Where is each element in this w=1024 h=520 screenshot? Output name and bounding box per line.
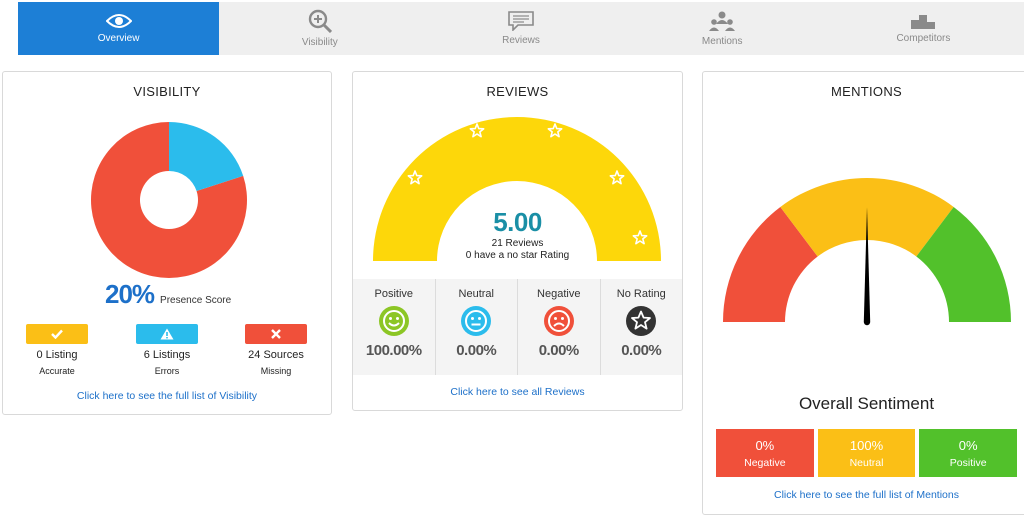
sentiment-gauge — [723, 178, 1011, 326]
accurate-badge — [26, 324, 88, 344]
review-col-positive: Positive 100.00% — [353, 279, 436, 375]
star-icon — [609, 170, 625, 185]
tab-competitors[interactable]: Competitors — [823, 2, 1024, 55]
neutral-face-icon — [461, 306, 492, 336]
presence-score: 20% Presence Score — [105, 279, 231, 310]
stat-count: 24 Sources — [248, 349, 304, 361]
podium-icon — [911, 15, 936, 29]
review-col-percent: 0.00% — [456, 342, 497, 359]
donut-missing-segment — [91, 122, 247, 278]
magnifier-plus-icon — [308, 9, 332, 33]
star-icon — [547, 123, 563, 138]
presence-score-label: Presence Score — [160, 295, 232, 306]
stat-errors: 6 Listings Errors — [127, 324, 207, 376]
review-col-label: Negative — [537, 288, 581, 300]
sentiment-label: Neutral — [849, 456, 884, 469]
review-col-label: Neutral — [458, 288, 494, 300]
stat-accurate: 0 Listing Accurate — [17, 324, 97, 376]
mentions-full-list-link[interactable]: Click here to see the full list of Menti… — [773, 489, 959, 501]
sentiment-neutral: 100% Neutral — [817, 429, 916, 477]
sentiment-label: Positive — [949, 456, 987, 469]
tab-mentions[interactable]: Mentions — [622, 2, 823, 55]
review-col-neutral: Neutral 0.00% — [436, 279, 518, 375]
star-circle-icon — [626, 306, 657, 336]
gauge-positive-segment — [916, 206, 1011, 322]
review-col-no-rating: No Rating 0.00% — [601, 279, 683, 375]
gauge-negative-segment — [723, 206, 818, 322]
visibility-title: VISIBILITY — [133, 84, 201, 99]
sentiment-label: Negative — [744, 456, 786, 469]
smile-face-icon — [378, 306, 409, 336]
presence-score-value: 20% — [105, 279, 155, 309]
gauge-needle — [863, 207, 871, 326]
rating-gauge-arc — [373, 117, 661, 261]
review-col-percent: 0.00% — [538, 342, 580, 359]
review-col-negative: Negative 0.00% — [518, 279, 601, 375]
visibility-full-list-link[interactable]: Click here to see the full list of Visib… — [76, 390, 258, 402]
review-col-percent: 100.00% — [365, 342, 422, 359]
tab-reviews[interactable]: Reviews — [420, 2, 621, 55]
stat-label: Accurate — [39, 366, 75, 376]
stat-count: 6 Listings — [143, 349, 191, 361]
stat-label: Errors — [154, 366, 180, 376]
check-icon — [51, 329, 63, 339]
sentiment-title: Overall Sentiment — [798, 394, 935, 413]
people-icon — [709, 11, 736, 31]
tab-label: Overview — [97, 33, 140, 44]
sentiment-pct: 0% — [755, 437, 775, 453]
tab-label: Reviews — [502, 35, 540, 46]
sentiment-breakdown: 0% Negative 100% Neutral 0% Positive — [716, 429, 1018, 477]
review-col-label: No Rating — [616, 288, 666, 300]
sentiment-pct: 100% — [849, 437, 884, 453]
eye-icon — [105, 14, 132, 28]
donut-present-segment — [169, 122, 244, 192]
sentiment-pct: 0% — [958, 437, 978, 453]
reviews-card: REVIEWS 5.00 21 Reviews 0 have a no star… — [352, 71, 683, 411]
stat-label: Missing — [260, 366, 292, 376]
mentions-title: MENTIONS — [830, 84, 902, 99]
tab-overview[interactable]: Overview — [18, 2, 220, 55]
rating-stars — [407, 123, 648, 245]
tab-label: Visibility — [301, 37, 338, 48]
errors-badge — [136, 324, 198, 344]
rating-value: 5.00 — [493, 207, 542, 237]
review-col-percent: 0.00% — [621, 342, 662, 359]
warning-icon — [160, 328, 174, 340]
tab-label: Competitors — [896, 33, 951, 44]
reviews-title: REVIEWS — [486, 84, 549, 99]
visibility-card: VISIBILITY 20% Presence Score 0 Listing … — [2, 71, 332, 415]
review-col-label: Positive — [374, 288, 414, 300]
tab-visibility[interactable]: Visibility — [219, 2, 420, 55]
top-tab-bar: Overview Visibility Reviews Mentions — [18, 2, 1024, 55]
rating-gauge — [373, 117, 661, 261]
star-icon — [407, 170, 423, 185]
presence-donut-chart — [91, 122, 247, 278]
all-reviews-link[interactable]: Click here to see all Reviews — [450, 386, 585, 398]
no-star-text: 0 have a no star Rating — [465, 250, 570, 261]
tab-label: Mentions — [701, 36, 743, 47]
star-icon — [469, 123, 485, 138]
sentiment-negative: 0% Negative — [716, 429, 814, 477]
stat-count: 0 Listing — [36, 349, 78, 361]
missing-badge — [245, 324, 307, 344]
x-icon — [271, 329, 281, 339]
review-count: 21 Reviews — [491, 238, 544, 249]
sad-face-icon — [543, 306, 574, 336]
star-icon — [632, 230, 648, 245]
stat-missing: 24 Sources Missing — [236, 324, 316, 376]
review-breakdown: Positive 100.00% Neutral 0.00% Negative — [353, 279, 682, 375]
sentiment-positive: 0% Positive — [919, 429, 1018, 477]
mentions-card: MENTIONS Overall Sentiment 0% Negative 1… — [702, 71, 1024, 515]
speech-bubble-icon — [508, 11, 534, 31]
